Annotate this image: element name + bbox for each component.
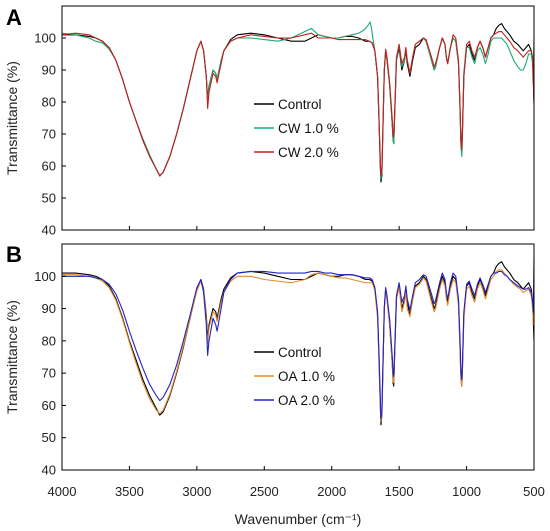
legend-entry-label: Control xyxy=(278,345,322,360)
legend-entry-label: CW 1.0 % xyxy=(278,121,339,136)
panel-b-label: B xyxy=(6,242,22,267)
x-tick-label: 500 xyxy=(523,484,545,499)
y-tick-label: 70 xyxy=(42,127,56,142)
panel-b-y-axis-title: Transmittance (%) xyxy=(4,300,20,414)
y-tick-label: 70 xyxy=(42,366,56,381)
y-tick-label: 40 xyxy=(42,223,56,238)
x-tick-label: 1500 xyxy=(385,484,414,499)
panel-a: A Transmittance (%) 40 50 60 70 80 90 100 Cont… xyxy=(4,5,535,238)
panel-b-legend: Control OA 1.0 % OA 2.0 % xyxy=(254,345,335,408)
series-line-oa-2-0 xyxy=(62,256,535,419)
x-tick-label: 1000 xyxy=(452,484,481,499)
x-tick-label: 2000 xyxy=(317,484,346,499)
panel-b-y-ticks: 40 50 60 70 80 90 100 xyxy=(34,269,66,478)
x-tick-label: 2500 xyxy=(250,484,279,499)
legend-entry-label: OA 2.0 % xyxy=(278,393,335,408)
panel-a-y-axis-title: Transmittance (%) xyxy=(4,61,20,175)
y-tick-label: 80 xyxy=(42,95,56,110)
y-tick-label: 40 xyxy=(42,463,56,478)
legend-entry-label: CW 2.0 % xyxy=(278,145,339,160)
legend-entry-label: Control xyxy=(278,97,322,112)
panel-b-x-ticks: 4000 3500 3000 2500 2000 1500 1000 500 xyxy=(48,466,545,499)
x-tick-label: 4000 xyxy=(48,484,77,499)
panel-a-x-ticks xyxy=(61,226,535,230)
panel-a-plot-frame xyxy=(61,5,535,231)
panel-b-x-axis-title: Wavenumber (cm⁻¹) xyxy=(235,511,362,527)
y-tick-label: 90 xyxy=(42,301,56,316)
y-tick-label: 90 xyxy=(42,63,56,78)
legend-entry-label: OA 1.0 % xyxy=(278,369,335,384)
panel-a-legend: Control CW 1.0 % CW 2.0 % xyxy=(254,97,339,160)
y-tick-label: 50 xyxy=(42,191,56,206)
y-tick-label: 60 xyxy=(42,159,56,174)
y-tick-label: 50 xyxy=(42,430,56,445)
series-line-cw-2-0 xyxy=(61,31,535,177)
x-tick-label: 3000 xyxy=(182,484,211,499)
panel-a-series-group xyxy=(61,21,535,183)
panel-b-series-group xyxy=(62,256,535,426)
y-tick-label: 100 xyxy=(34,31,56,46)
panel-a-y-ticks: 40 50 60 70 80 90 100 xyxy=(34,31,66,238)
y-tick-label: 100 xyxy=(34,269,56,284)
x-tick-label: 3500 xyxy=(115,484,144,499)
y-tick-label: 60 xyxy=(42,398,56,413)
panel-a-label: A xyxy=(6,5,22,30)
panel-b: B Transmittance (%) Wavenumber (cm⁻¹) 40… xyxy=(4,242,545,527)
y-tick-label: 80 xyxy=(42,333,56,348)
panel-b-plot-frame xyxy=(61,243,535,471)
